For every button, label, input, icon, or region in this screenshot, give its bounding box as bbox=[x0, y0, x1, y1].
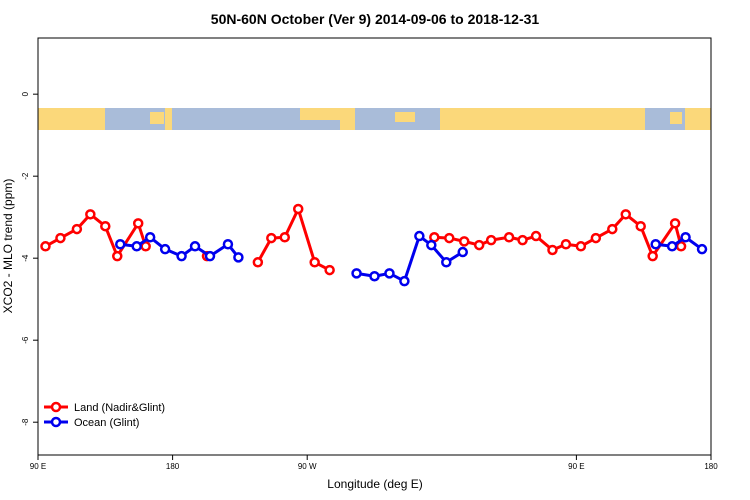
data-point bbox=[485, 234, 497, 246]
data-point bbox=[650, 238, 661, 250]
data-point bbox=[441, 257, 452, 268]
map-land bbox=[150, 112, 164, 124]
data-point bbox=[414, 230, 425, 242]
data-point bbox=[399, 275, 410, 287]
data-point bbox=[666, 241, 678, 252]
x-tick-label: 180 bbox=[166, 462, 180, 471]
data-point bbox=[635, 220, 646, 232]
data-point bbox=[131, 241, 142, 252]
data-point bbox=[71, 223, 83, 235]
data-point bbox=[444, 232, 455, 244]
data-point bbox=[696, 243, 708, 255]
data-point bbox=[292, 203, 304, 215]
data-point bbox=[457, 246, 468, 258]
data-point bbox=[473, 239, 485, 251]
y-tick-label: 0 bbox=[21, 91, 30, 96]
data-point bbox=[55, 232, 66, 244]
y-tick-label: -2 bbox=[21, 172, 30, 180]
data-point bbox=[324, 264, 335, 276]
data-point bbox=[266, 232, 277, 244]
data-point bbox=[176, 250, 187, 262]
data-point bbox=[607, 223, 618, 235]
data-point bbox=[669, 218, 681, 229]
data-point bbox=[426, 239, 437, 251]
data-point bbox=[144, 232, 156, 243]
data-point bbox=[517, 234, 528, 246]
legend-label: Ocean (Glint) bbox=[74, 417, 139, 429]
data-point bbox=[132, 218, 144, 229]
data-point bbox=[620, 209, 632, 220]
data-point bbox=[351, 268, 362, 279]
plot-frame bbox=[37, 37, 712, 456]
data-point bbox=[590, 232, 602, 244]
data-point bbox=[530, 230, 542, 242]
x-tick-label: 90 E bbox=[30, 462, 46, 471]
y-tick-label: -6 bbox=[21, 336, 30, 344]
y-tick-label: -8 bbox=[21, 418, 30, 426]
y-tick-label: -4 bbox=[21, 254, 30, 262]
data-point bbox=[547, 244, 558, 256]
data-point bbox=[458, 236, 470, 247]
x-tick-label: 90 W bbox=[298, 462, 317, 471]
data-point bbox=[647, 250, 658, 262]
x-tick-label: 180 bbox=[704, 462, 718, 471]
map-land bbox=[670, 112, 682, 124]
data-point bbox=[369, 270, 380, 282]
data-point bbox=[252, 257, 264, 268]
data-point bbox=[575, 241, 587, 252]
data-point bbox=[112, 250, 123, 262]
map-ocean bbox=[300, 120, 340, 130]
legend-marker bbox=[50, 401, 62, 413]
data-point bbox=[100, 220, 111, 232]
data-point bbox=[680, 232, 691, 243]
map-ocean bbox=[172, 108, 300, 130]
data-point bbox=[159, 243, 171, 255]
legend-marker bbox=[50, 416, 62, 428]
data-point bbox=[204, 250, 216, 262]
data-point bbox=[384, 268, 395, 279]
data-point bbox=[233, 252, 244, 263]
y-axis-label: XCO2 - MLO trend (ppm) bbox=[1, 179, 15, 314]
data-point bbox=[279, 232, 291, 243]
data-point bbox=[189, 241, 201, 252]
map-land bbox=[395, 112, 415, 122]
data-point bbox=[503, 232, 515, 243]
chart-title: 50N-60N October (Ver 9) 2014-09-06 to 20… bbox=[211, 11, 540, 27]
data-point bbox=[309, 257, 320, 268]
data-point bbox=[40, 241, 51, 252]
data-point bbox=[115, 238, 126, 250]
x-axis-label: Longitude (deg E) bbox=[327, 477, 422, 491]
x-tick-label: 90 E bbox=[568, 462, 584, 471]
map-strip bbox=[38, 108, 711, 130]
legend-label: Land (Nadir&Glint) bbox=[74, 402, 165, 414]
data-point bbox=[560, 238, 572, 250]
data-point bbox=[85, 209, 96, 220]
data-point bbox=[222, 238, 234, 250]
